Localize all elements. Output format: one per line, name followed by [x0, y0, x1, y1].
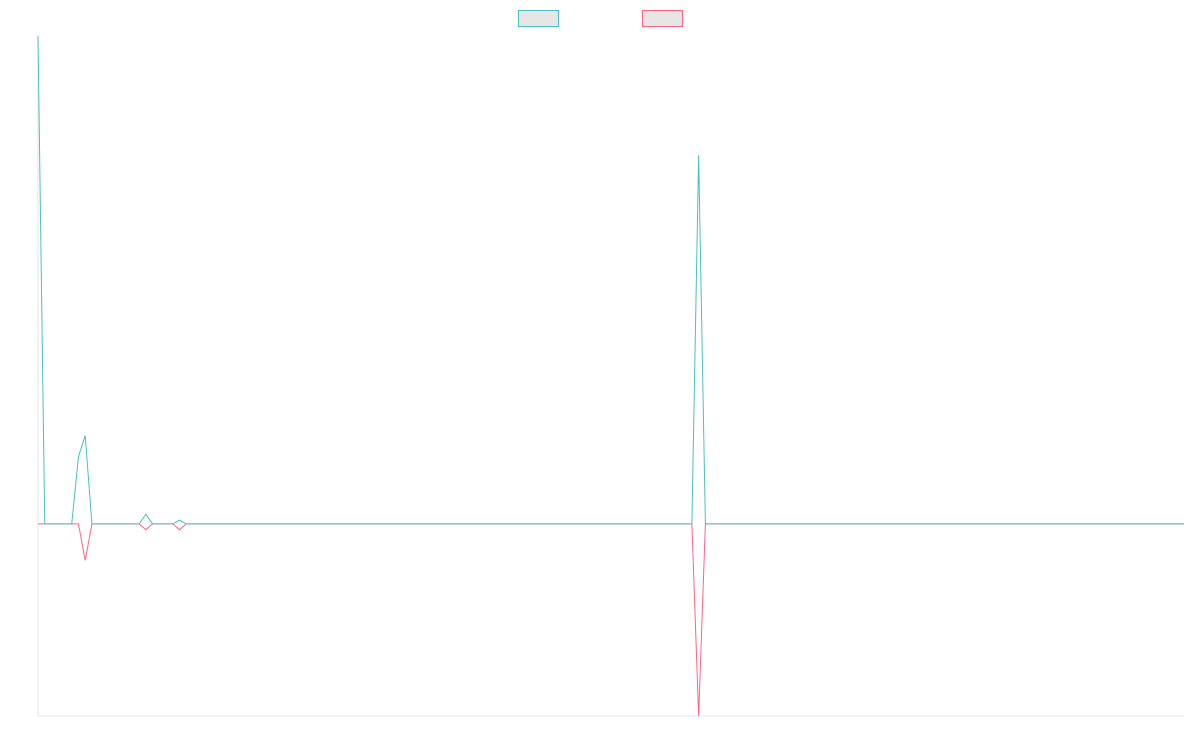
legend-item-1	[518, 10, 559, 27]
legend-item-2	[642, 10, 683, 27]
legend-swatch-1	[518, 10, 559, 27]
legend-swatch-2	[642, 10, 683, 27]
series-line-1	[37, 35, 1184, 525]
series-line-2	[38, 523, 1184, 717]
axes	[37, 36, 1184, 717]
legend	[518, 10, 683, 27]
series-layer	[37, 35, 1184, 717]
